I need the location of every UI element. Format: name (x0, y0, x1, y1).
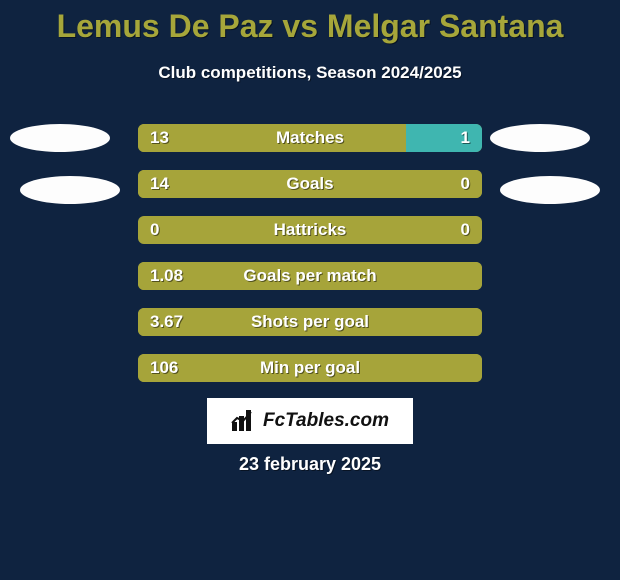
stat-row: 140Goals (138, 170, 482, 198)
stat-label: Shots per goal (138, 308, 482, 336)
logo-text: FcTables.com (263, 410, 389, 432)
avatar-left-1 (10, 124, 110, 152)
comparison-infographic: Lemus De Paz vs Melgar Santana Club comp… (0, 0, 620, 580)
stat-label: Goals per match (138, 262, 482, 290)
fctables-logo: FcTables.com (207, 398, 413, 444)
page-subtitle: Club competitions, Season 2024/2025 (0, 63, 620, 83)
avatar-right-2 (500, 176, 600, 204)
bars-icon (231, 410, 257, 432)
stat-row: 1.08Goals per match (138, 262, 482, 290)
avatar-right-1 (490, 124, 590, 152)
avatar-left-2 (20, 176, 120, 204)
stat-row: 106Min per goal (138, 354, 482, 382)
stat-label: Hattricks (138, 216, 482, 244)
page-date: 23 february 2025 (0, 454, 620, 475)
stat-row: 131Matches (138, 124, 482, 152)
page-title: Lemus De Paz vs Melgar Santana (0, 8, 620, 45)
stat-row: 00Hattricks (138, 216, 482, 244)
stat-bars: 131Matches 140Goals 00Hattricks 1.08Goals p… (138, 124, 482, 400)
stat-label: Matches (138, 124, 482, 152)
stat-label: Goals (138, 170, 482, 198)
stat-row: 3.67Shots per goal (138, 308, 482, 336)
stat-label: Min per goal (138, 354, 482, 382)
